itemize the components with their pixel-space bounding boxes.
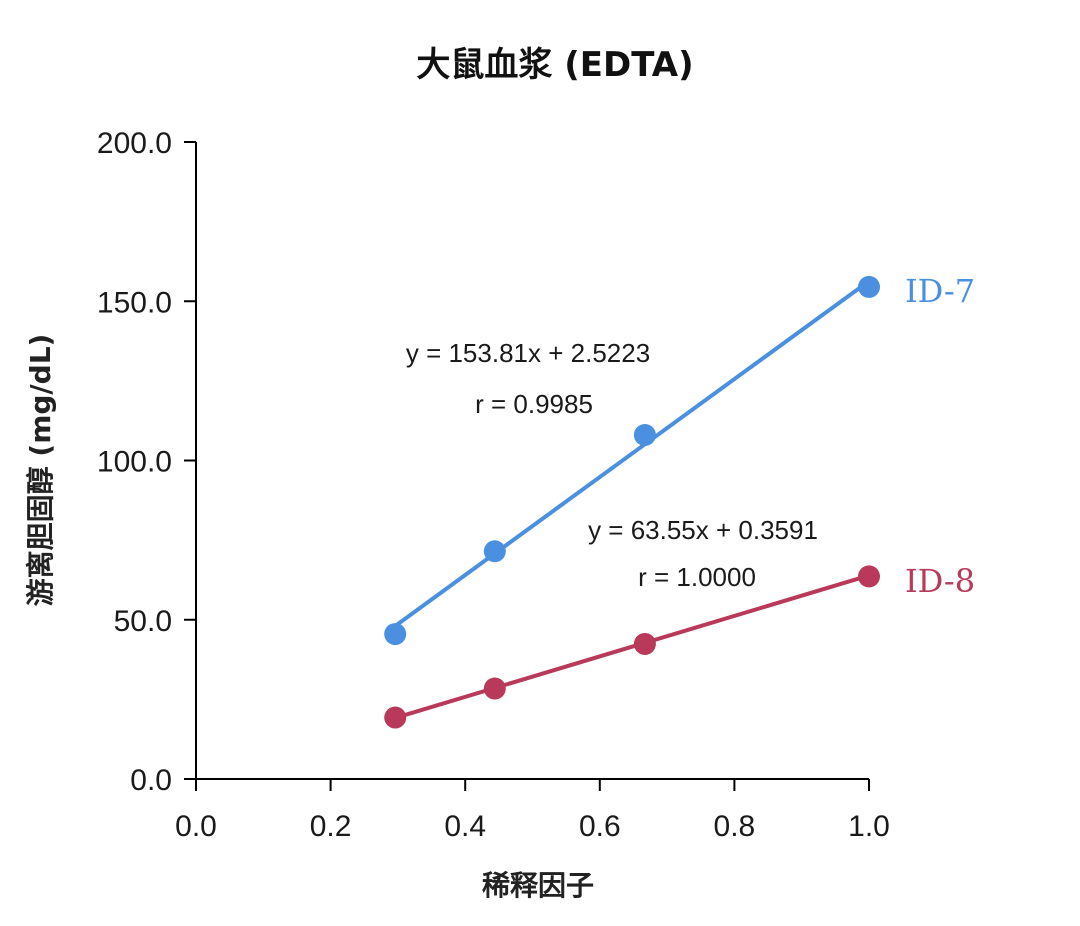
- id8-correlation: r = 1.0000: [638, 562, 756, 592]
- y-axis-label: 游离胆固醇 (mg/dL): [24, 334, 57, 607]
- fit-lines: [394, 279, 871, 720]
- data-point-id7: [483, 540, 506, 563]
- x-tick-label: 0.8: [714, 810, 756, 843]
- x-tick-label: 0.6: [579, 810, 621, 843]
- x-tick-label: 1.0: [848, 810, 890, 843]
- data-point-id8: [483, 677, 506, 700]
- id7-equation: y = 153.81x + 2.5223: [406, 338, 650, 368]
- trendline-id7: [394, 279, 871, 628]
- id7-correlation: r = 0.9985: [475, 389, 593, 419]
- data-points: [384, 275, 880, 729]
- y-tick-label: 50.0: [114, 605, 172, 638]
- chart-title: 大鼠血浆 (EDTA): [416, 45, 693, 85]
- trendline-id8: [394, 573, 870, 720]
- data-point-id8: [384, 706, 407, 729]
- plot-area: 0.0 50.0 100.0 150.0 200.0 0.0 0.2 0.4 0.6 0.8 1.…: [97, 127, 890, 843]
- data-point-id7: [384, 623, 407, 646]
- x-ticks: 0.0 0.2 0.4 0.6 0.8 1.0: [175, 779, 890, 843]
- data-point-id7: [858, 275, 880, 298]
- y-tick-label: 150.0: [97, 286, 172, 319]
- x-axis-label: 稀释因子: [482, 869, 594, 902]
- x-tick-label: 0.2: [310, 810, 352, 843]
- y-ticks: 0.0 50.0 100.0 150.0 200.0: [97, 127, 196, 797]
- id8-equation: y = 63.55x + 0.3591: [588, 515, 818, 545]
- x-tick-label: 0.4: [444, 810, 486, 843]
- y-tick-label: 100.0: [97, 446, 172, 479]
- x-tick-label: 0.0: [175, 810, 217, 843]
- data-point-id7: [633, 424, 656, 447]
- data-point-id8: [858, 565, 880, 588]
- y-tick-label: 200.0: [97, 127, 172, 160]
- series-label-id7: ID-7: [905, 272, 975, 310]
- y-tick-label: 0.0: [130, 764, 172, 797]
- series-label-id8: ID-8: [905, 562, 975, 600]
- data-point-id8: [633, 632, 656, 655]
